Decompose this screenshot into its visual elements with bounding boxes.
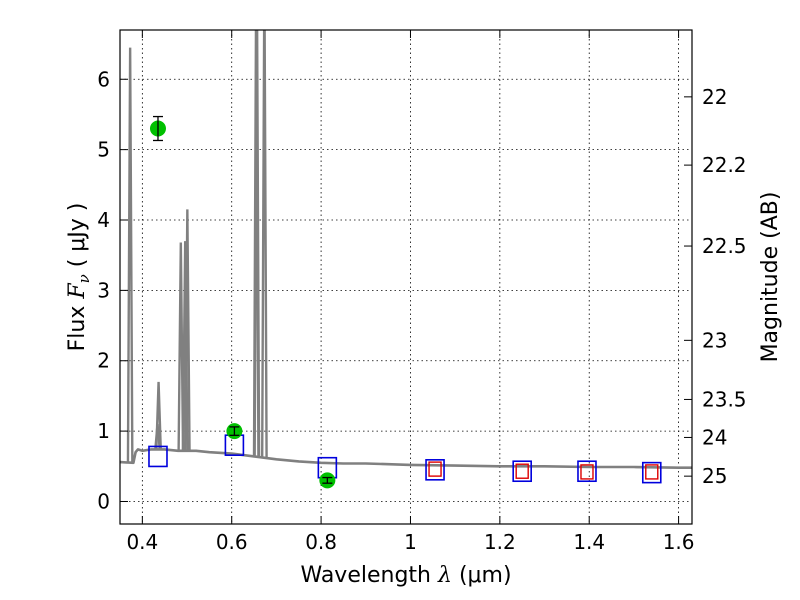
plot-background bbox=[120, 30, 692, 524]
model-box-blue bbox=[512, 460, 532, 483]
right-tick-label: 22 bbox=[702, 85, 727, 109]
emission-line bbox=[177, 242, 185, 451]
emission-line bbox=[253, 30, 261, 457]
model-box-blue bbox=[148, 445, 168, 468]
model-sed-line bbox=[120, 448, 692, 469]
emission-line bbox=[126, 47, 134, 463]
right-tick-label: 25 bbox=[702, 464, 727, 488]
y-tick-label: 4 bbox=[97, 208, 110, 232]
x-axis-title: Wavelength λ (μm) bbox=[300, 563, 511, 588]
emission-line bbox=[183, 209, 191, 451]
x-tick-label: 0.6 bbox=[216, 530, 248, 554]
right-tick-label: 22.2 bbox=[702, 153, 747, 177]
y-tick-label: 2 bbox=[97, 349, 110, 373]
model-box-blue bbox=[641, 461, 662, 484]
model-box-blue bbox=[577, 460, 597, 483]
y-tick-label: 0 bbox=[97, 489, 110, 513]
x-tick-label: 1.4 bbox=[573, 530, 605, 554]
emission-line bbox=[260, 30, 268, 458]
y-tick-label: 5 bbox=[97, 138, 110, 162]
right-tick-label: 24 bbox=[702, 425, 727, 449]
x-tick-label: 1.2 bbox=[484, 530, 516, 554]
model-box-red bbox=[515, 463, 529, 479]
model-box-red bbox=[428, 461, 442, 477]
x-tick-label: 0.8 bbox=[305, 530, 337, 554]
model-box-red bbox=[645, 464, 659, 480]
y-tick-label: 1 bbox=[97, 419, 110, 443]
y-tick-label: 3 bbox=[97, 278, 110, 302]
right-tick-label: 22.5 bbox=[702, 234, 747, 258]
y-axis-title-right: Magnitude (AB) bbox=[758, 192, 783, 363]
plot-area bbox=[120, 30, 692, 489]
emission-line bbox=[155, 381, 162, 450]
y-axis-title-left: Flux Fν ( μJy ) bbox=[65, 203, 93, 352]
y-tick-label: 6 bbox=[97, 67, 110, 91]
model-box-red bbox=[580, 464, 594, 480]
grid bbox=[120, 30, 692, 524]
x-tick-label: 0.4 bbox=[126, 530, 158, 554]
ticks: 0.4 0.6 0.8 1 1.2 1.4 1.601234562222.222.52323… bbox=[97, 30, 747, 554]
model-box-blue bbox=[425, 459, 445, 481]
x-tick-label: 1 bbox=[404, 530, 417, 554]
x-tick-label: 1.6 bbox=[663, 530, 695, 554]
right-tick-label: 23.5 bbox=[702, 387, 747, 411]
right-tick-label: 23 bbox=[702, 328, 727, 352]
plot-frame bbox=[119, 29, 693, 525]
